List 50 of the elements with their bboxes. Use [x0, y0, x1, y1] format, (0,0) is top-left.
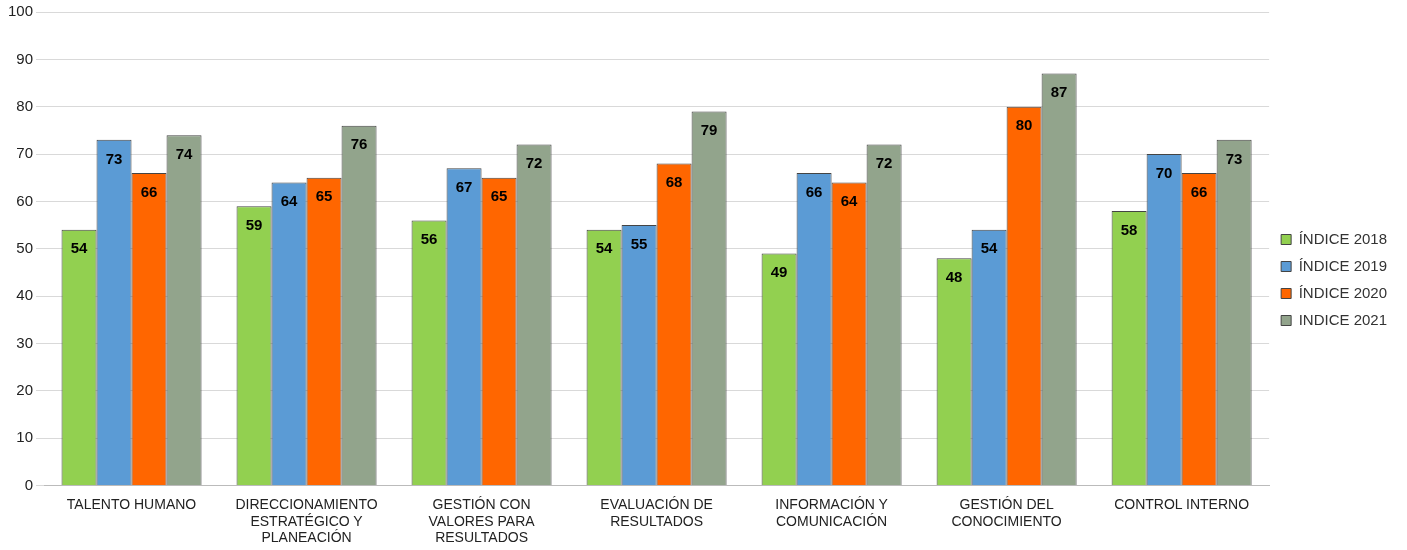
- data-label: 49: [770, 263, 788, 281]
- legend-label: ÍNDICE 2018: [1298, 229, 1387, 247]
- x-tick-label: EVALUACIÓN DE RESULTADOS: [600, 495, 713, 529]
- data-label: 65: [315, 187, 333, 205]
- y-tick-label: 60: [16, 191, 34, 209]
- x-tick-label: DIRECCIONAMIENTO ESTRATÉGICO Y PLANEACIÓN: [235, 495, 378, 546]
- data-label: 58: [1120, 220, 1138, 238]
- x-tick-label: INFORMACIÓN Y COMUNICACIÓN: [775, 495, 889, 529]
- legend-label: ÍNDICE 2019: [1298, 256, 1387, 274]
- y-tick-label: 100: [8, 2, 34, 20]
- data-label: 48: [945, 267, 963, 285]
- data-label: 72: [875, 154, 893, 172]
- y-tick-label: 80: [16, 96, 34, 114]
- data-label: 74: [175, 144, 194, 162]
- data-label: 79: [700, 121, 718, 139]
- x-tick-label: TALENTO HUMANO: [66, 495, 197, 512]
- legend-label: ÍNDICE 2020: [1298, 283, 1387, 301]
- data-label: 73: [105, 149, 123, 167]
- y-tick-label: 90: [16, 49, 34, 67]
- data-label: 70: [1155, 163, 1173, 181]
- data-label: 65: [490, 187, 508, 205]
- data-label: 72: [525, 154, 543, 172]
- y-tick-label: 30: [16, 333, 34, 351]
- y-tick-label: 10: [16, 428, 34, 446]
- data-label: 64: [840, 192, 859, 210]
- x-tick-label: GESTIÓN DEL CONOCIMIENTO: [951, 495, 1062, 529]
- data-label: 64: [280, 192, 299, 210]
- data-label: 87: [1050, 83, 1068, 101]
- data-label: 66: [1190, 182, 1208, 200]
- data-label: 76: [350, 135, 368, 153]
- y-tick-label: 0: [24, 475, 34, 493]
- data-label: 59: [245, 215, 263, 233]
- data-label: 56: [420, 230, 438, 248]
- data-label: 66: [140, 182, 158, 200]
- data-label: 66: [805, 182, 823, 200]
- y-tick-label: 40: [16, 286, 34, 304]
- data-label: 80: [1015, 116, 1033, 134]
- x-tick-label: CONTROL INTERNO: [1114, 495, 1250, 512]
- y-tick-label: 50: [16, 238, 34, 256]
- x-tick-label: GESTIÓN CON VALORES PARA RESULTADOS: [428, 495, 536, 546]
- y-tick-label: 70: [16, 144, 34, 162]
- data-label: 54: [980, 239, 999, 257]
- legend-label: INDICE 2021: [1298, 310, 1387, 328]
- data-label: 73: [1225, 149, 1243, 167]
- data-label: 54: [70, 239, 89, 257]
- data-label: 54: [595, 239, 614, 257]
- data-label: 67: [455, 177, 473, 195]
- data-label: 68: [665, 173, 683, 191]
- data-label: 55: [630, 234, 648, 252]
- y-tick-label: 20: [16, 381, 34, 399]
